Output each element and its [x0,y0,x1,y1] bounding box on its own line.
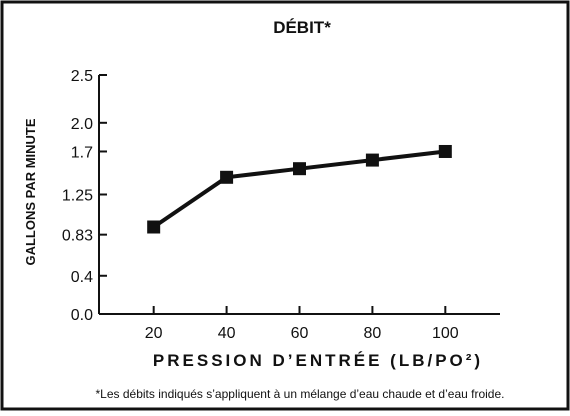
data-point-marker [220,170,234,184]
data-point-marker [438,144,452,158]
y-tick-label: 1.7 [71,144,93,161]
y-tick-label: 0.83 [62,228,93,245]
series-markers [147,144,452,234]
data-point-marker [365,153,379,167]
data-point-marker [293,162,306,176]
y-tick-label: 0.4 [71,269,93,286]
x-ticks: 20 40 60 80 100 [145,306,459,342]
chart-title: DÉBIT* [273,18,331,37]
y-axis-label: GALLONS PAR MINUTE [23,118,38,265]
x-tick-label: 60 [291,325,309,342]
x-axis-label: PRESSION D’ENTRÉE (LB/PO²) [153,351,483,370]
y-tick-label: 2.0 [71,116,93,133]
y-tick-label: 0.0 [71,307,93,324]
y-tick-label: 2.5 [71,68,93,85]
x-tick-label: 80 [364,325,382,342]
x-tick-label: 20 [145,325,163,342]
data-point-marker [147,220,161,234]
x-tick-label: 100 [432,325,459,342]
y-tick-label: 1.25 [62,188,93,205]
footnote: *Les débits indiqués s’appliquent à un m… [96,387,505,401]
y-ticks: 0.0 0.4 0.83 1.25 1.7 2.0 2.5 [62,68,107,324]
x-tick-label: 40 [218,325,236,342]
